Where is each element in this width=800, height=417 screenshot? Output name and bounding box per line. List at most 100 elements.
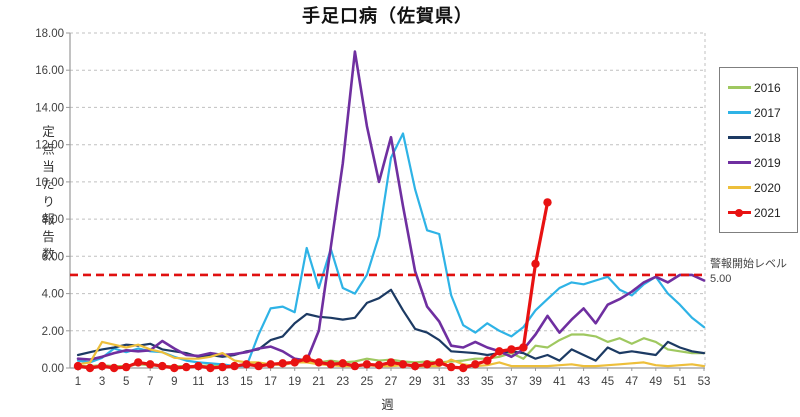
series-marker-2021 — [146, 360, 155, 369]
legend-item-2017: 2017 — [728, 100, 797, 125]
series-marker-2021 — [85, 363, 95, 373]
series-marker-2021 — [242, 360, 251, 369]
legend-swatch-2018 — [728, 136, 751, 139]
x-tick-label: 51 — [674, 376, 687, 388]
series-marker-2021 — [410, 361, 420, 371]
legend-swatch-2017 — [728, 111, 751, 114]
y-tick-label: 2.00 — [42, 326, 64, 338]
series-marker-2021 — [230, 361, 239, 371]
legend-item-2021: 2021 — [728, 200, 797, 225]
series-marker-2021 — [495, 347, 504, 356]
x-tick-label: 43 — [577, 376, 590, 388]
legend-swatch-2019 — [728, 161, 751, 164]
legend-label-2016: 2016 — [754, 80, 781, 95]
series-marker-2021 — [158, 361, 167, 371]
series-marker-2021 — [218, 362, 227, 372]
x-tick-label: 27 — [385, 376, 398, 388]
legend-item-2020: 2020 — [728, 175, 797, 200]
y-tick-label: 18.00 — [35, 28, 64, 40]
series-marker-2021 — [398, 360, 408, 369]
x-tick-label: 3 — [99, 376, 105, 388]
y-tick-label: 16.00 — [35, 65, 64, 77]
y-tick-label: 6.00 — [42, 251, 64, 263]
alert-threshold-text: 警報開始レベル — [710, 258, 787, 270]
y-axis-title: 定点当たり報告数 — [40, 125, 54, 265]
series-marker-2021 — [422, 360, 432, 369]
legend-label-2017: 2017 — [754, 105, 781, 120]
x-axis-title: 週 — [381, 398, 394, 412]
legend-label-2019: 2019 — [754, 155, 781, 170]
series-marker-2021 — [483, 356, 492, 365]
x-tick-label: 35 — [481, 376, 494, 388]
y-tick-label: 4.00 — [42, 289, 64, 301]
y-tick-label: 12.00 — [35, 140, 64, 152]
y-tick-label: 8.00 — [42, 214, 64, 226]
legend-label-2021: 2021 — [754, 205, 781, 220]
x-tick-label: 39 — [529, 376, 542, 388]
series-line-2019 — [76, 50, 706, 362]
series-marker-2021 — [471, 360, 480, 369]
series-marker-2021 — [350, 361, 360, 371]
x-tick-label: 13 — [216, 376, 229, 388]
series-marker-2021 — [266, 360, 275, 369]
y-tick-label: 0.00 — [42, 363, 64, 375]
series-marker-2021 — [543, 198, 552, 207]
y-tick-label: 14.00 — [35, 102, 64, 114]
x-tick-label: 33 — [457, 376, 470, 388]
series-line-2018 — [76, 288, 706, 362]
series-marker-2021 — [109, 363, 119, 373]
x-tick-label: 41 — [553, 376, 566, 388]
legend-swatch-2016 — [728, 86, 751, 89]
x-tick-label: 49 — [649, 376, 662, 388]
legend-item-2019: 2019 — [728, 150, 797, 175]
series-marker-2021 — [447, 362, 456, 372]
legend-swatch-2020 — [728, 186, 751, 189]
alert-threshold-label: 警報開始レベル 5.00 — [710, 257, 800, 287]
legend-swatch-2021 — [728, 208, 751, 217]
series-marker-2021 — [531, 259, 540, 268]
alert-threshold-value: 5.00 — [710, 272, 732, 285]
x-tick-label: 47 — [625, 376, 638, 388]
series-marker-2021 — [302, 354, 311, 363]
legend-item-2018: 2018 — [728, 125, 797, 150]
series-marker-2021 — [519, 343, 528, 352]
x-tick-label: 45 — [601, 376, 614, 388]
x-tick-label: 1 — [75, 376, 81, 388]
series-marker-2021 — [338, 359, 347, 368]
x-tick-label: 23 — [336, 376, 349, 388]
x-tick-label: 19 — [288, 376, 301, 388]
series-marker-2021 — [374, 361, 384, 370]
series-marker-2021 — [97, 361, 107, 371]
series-marker-2021 — [254, 361, 263, 371]
series-marker-2021 — [278, 359, 287, 368]
x-tick-label: 7 — [147, 376, 153, 388]
series-marker-2021 — [362, 360, 372, 369]
series-marker-2021 — [314, 358, 323, 367]
series-marker-2021 — [435, 358, 444, 367]
x-tick-label: 11 — [192, 376, 204, 388]
chart-title: 手足口病（佐賀県） — [302, 6, 473, 26]
series-marker-2021 — [134, 358, 143, 367]
legend-marker-dot — [735, 208, 743, 217]
series-marker-2021 — [386, 358, 396, 367]
series-marker-2021 — [459, 363, 468, 373]
legend: 2016 2017 2018 2019 2020 2021 — [719, 67, 798, 233]
x-tick-label: 17 — [264, 376, 277, 388]
y-tick-label: 10.00 — [35, 177, 64, 189]
legend-label-2018: 2018 — [754, 130, 781, 145]
series-marker-2021 — [182, 362, 191, 372]
x-tick-label: 29 — [409, 376, 422, 388]
series-marker-2021 — [326, 360, 335, 369]
x-tick-label: 5 — [123, 376, 129, 388]
x-tick-label: 31 — [433, 376, 446, 388]
x-tick-label: 21 — [312, 376, 325, 388]
x-tick-label: 25 — [361, 376, 374, 388]
x-tick-label: 15 — [240, 376, 253, 388]
x-tick-label: 9 — [171, 376, 177, 388]
legend-label-2020: 2020 — [754, 180, 781, 195]
series-marker-2021 — [73, 361, 83, 371]
series-marker-2021 — [122, 362, 131, 372]
series-line-2021 — [76, 200, 550, 370]
legend-item-2016: 2016 — [728, 75, 797, 100]
